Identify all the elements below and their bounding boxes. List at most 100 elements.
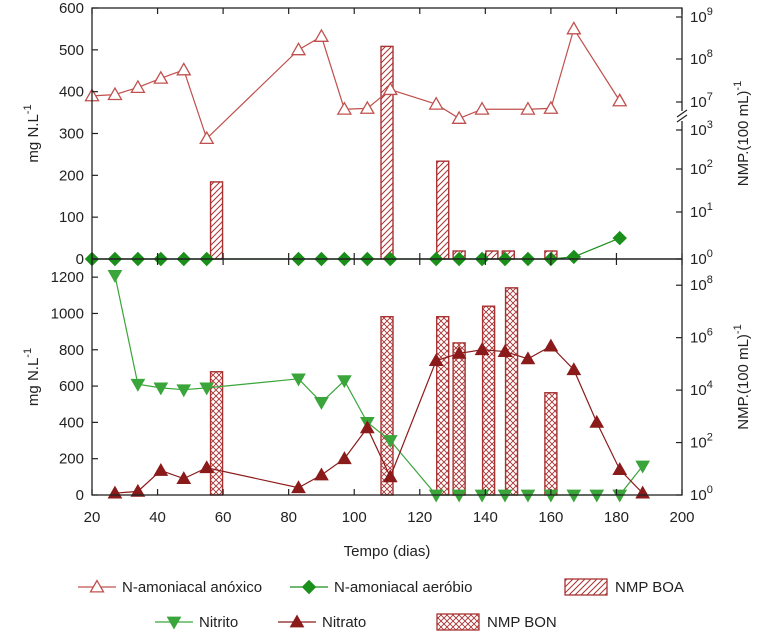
series-1 [107, 338, 651, 499]
axis-label-base: mg N.L [25, 358, 42, 406]
x-tick-label: 180 [604, 509, 629, 526]
data-point [107, 86, 123, 101]
x-tick-label: 20 [84, 509, 101, 526]
x-tick-label: 40 [149, 509, 166, 526]
data-point [382, 81, 398, 96]
tick-base: 10 [690, 251, 707, 268]
axis-break-gap [679, 111, 687, 121]
tick-label: 1000 [51, 305, 84, 322]
legend-label: NMP BON [487, 614, 557, 631]
legend-item: N-amoniacal anóxico [78, 579, 262, 596]
tick-base: 10 [690, 122, 707, 139]
legend-marker [301, 579, 317, 595]
tick-label: 101 [690, 201, 713, 221]
tick-exponent: 8 [707, 274, 713, 286]
legend-item: NMP BOA [564, 578, 684, 596]
axis-break-mark [676, 109, 688, 118]
y-axis-label-left: mg N.L-1 [22, 104, 42, 162]
bar [436, 160, 450, 260]
tick-label: 108 [690, 48, 713, 68]
legend-item: Nitrato [278, 614, 366, 631]
data-point [566, 362, 582, 376]
bar [544, 392, 558, 496]
data-point [337, 451, 352, 465]
data-point [566, 21, 582, 35]
data-point [635, 460, 651, 474]
plot-frame [91, 258, 683, 496]
tick-base: 10 [690, 277, 707, 294]
x-tick-label: 60 [215, 509, 232, 526]
tick-label: 200 [59, 451, 84, 468]
data-point [290, 42, 307, 56]
data-point [153, 382, 169, 396]
tick-exponent: 2 [707, 158, 713, 170]
axis-break-mark [676, 114, 688, 123]
data-point [428, 96, 444, 110]
tick-label: 200 [59, 167, 84, 184]
data-point [359, 100, 375, 114]
tick-label: 103 [690, 119, 713, 139]
tick-label: 106 [690, 327, 713, 347]
tick-label: 100 [59, 209, 84, 226]
data-point [314, 397, 329, 410]
axis-label-sup: -1 [732, 324, 744, 334]
data-point [199, 130, 215, 145]
data-point [589, 489, 605, 503]
tick-exponent: 6 [707, 327, 713, 339]
x-tick-label: 100 [342, 509, 367, 526]
data-point [543, 338, 559, 352]
data-point [337, 375, 352, 389]
tick-base: 10 [690, 9, 707, 26]
tick-base: 10 [690, 161, 707, 178]
tick-exponent: 8 [707, 48, 713, 60]
tick-label: 500 [59, 42, 84, 59]
data-point [428, 489, 444, 503]
legend-marker [289, 614, 305, 628]
tick-label: 109 [690, 6, 713, 26]
data-point [451, 110, 467, 124]
bar [436, 315, 450, 496]
x-tick-label: 200 [669, 509, 694, 526]
bar-group [209, 287, 558, 496]
data-point [153, 70, 169, 84]
legend-swatch [564, 578, 608, 596]
bar-group [209, 45, 558, 260]
tick-label: 100 [690, 248, 713, 268]
legend-label: Nitrito [199, 614, 238, 631]
data-point [176, 471, 192, 485]
y-axis-label-right: NMP.(100 mL)-1 [732, 324, 752, 429]
data-point [176, 62, 192, 76]
data-point [612, 462, 628, 475]
tick-exponent: 7 [707, 91, 713, 103]
data-point [612, 230, 627, 246]
data-point [589, 414, 605, 428]
tick-base: 10 [690, 204, 707, 221]
tick-base: 10 [690, 51, 707, 68]
tick-label: 102 [690, 432, 713, 452]
legend-label: Nitrato [322, 614, 366, 631]
tick-exponent: 2 [707, 432, 713, 444]
x-tick-label: 140 [473, 509, 498, 526]
data-point [566, 489, 582, 503]
bar [209, 181, 224, 260]
data-point [199, 382, 215, 396]
data-point [130, 483, 146, 497]
axis-label-base: NMP.(100 mL) [735, 91, 752, 187]
data-point [474, 101, 490, 115]
legend-marker [89, 579, 105, 593]
tick-exponent: 9 [707, 6, 713, 18]
tick-label: 300 [59, 126, 84, 143]
left-axis: 0 200 400 600 800 1000 1200 [51, 269, 98, 504]
left-axis: 0 100 200 300 400 500 600 [59, 0, 98, 268]
data-point [520, 489, 536, 503]
tick-label: 0 [76, 487, 84, 504]
legend-item: Nitrito [155, 614, 238, 631]
series-line [114, 345, 644, 494]
y-axis-label-right: NMP.(100 mL)-1 [732, 81, 752, 186]
data-point [474, 342, 490, 356]
data-point [314, 467, 329, 481]
tick-label: 108 [690, 274, 713, 294]
